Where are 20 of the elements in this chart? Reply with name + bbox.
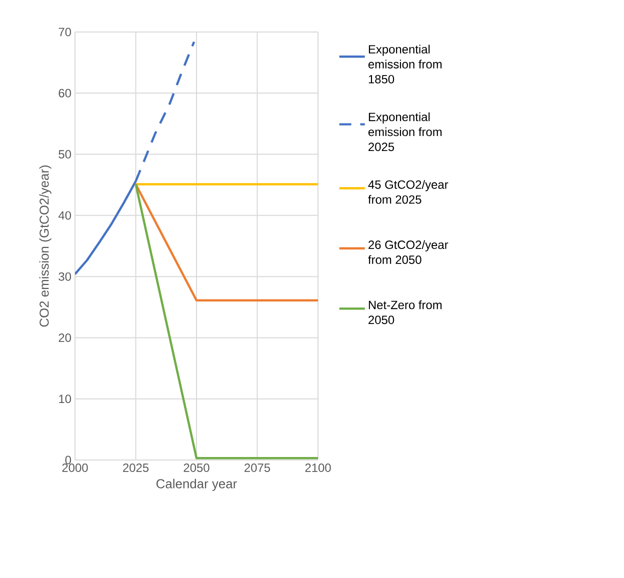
x-tick-label: 2100 bbox=[305, 464, 331, 472]
y-axis-title: CO2 emission (GtCO2/year) bbox=[39, 165, 52, 327]
x-tick-label: 2025 bbox=[123, 464, 149, 472]
legend-label: 45 GtCO2/year from 2025 bbox=[368, 180, 448, 204]
y-tick-label: 30 bbox=[58, 272, 72, 281]
y-tick-label: 60 bbox=[58, 88, 72, 98]
legend-label: Exponential emission from 1850 bbox=[368, 44, 442, 84]
y-tick-label: 10 bbox=[59, 394, 72, 404]
y-tick-label: 70 bbox=[58, 28, 72, 36]
y-tick-label: 50 bbox=[58, 150, 72, 159]
y-tick-label: 20 bbox=[58, 333, 72, 342]
x-tick-label: 2000 bbox=[62, 464, 88, 472]
legend-label: 26 GtCO2/year from 2050 bbox=[368, 240, 448, 264]
x-tick-label: 2050 bbox=[184, 464, 210, 472]
legend-label: Exponential emission from 2025 bbox=[368, 112, 442, 152]
legend-label: Net-Zero from 2050 bbox=[368, 300, 442, 324]
x-tick-label: 2075 bbox=[244, 464, 270, 472]
x-axis-title: Calendar year bbox=[156, 478, 237, 491]
y-tick-label: 40 bbox=[58, 211, 72, 220]
y-tick-label: 0 bbox=[65, 456, 72, 464]
